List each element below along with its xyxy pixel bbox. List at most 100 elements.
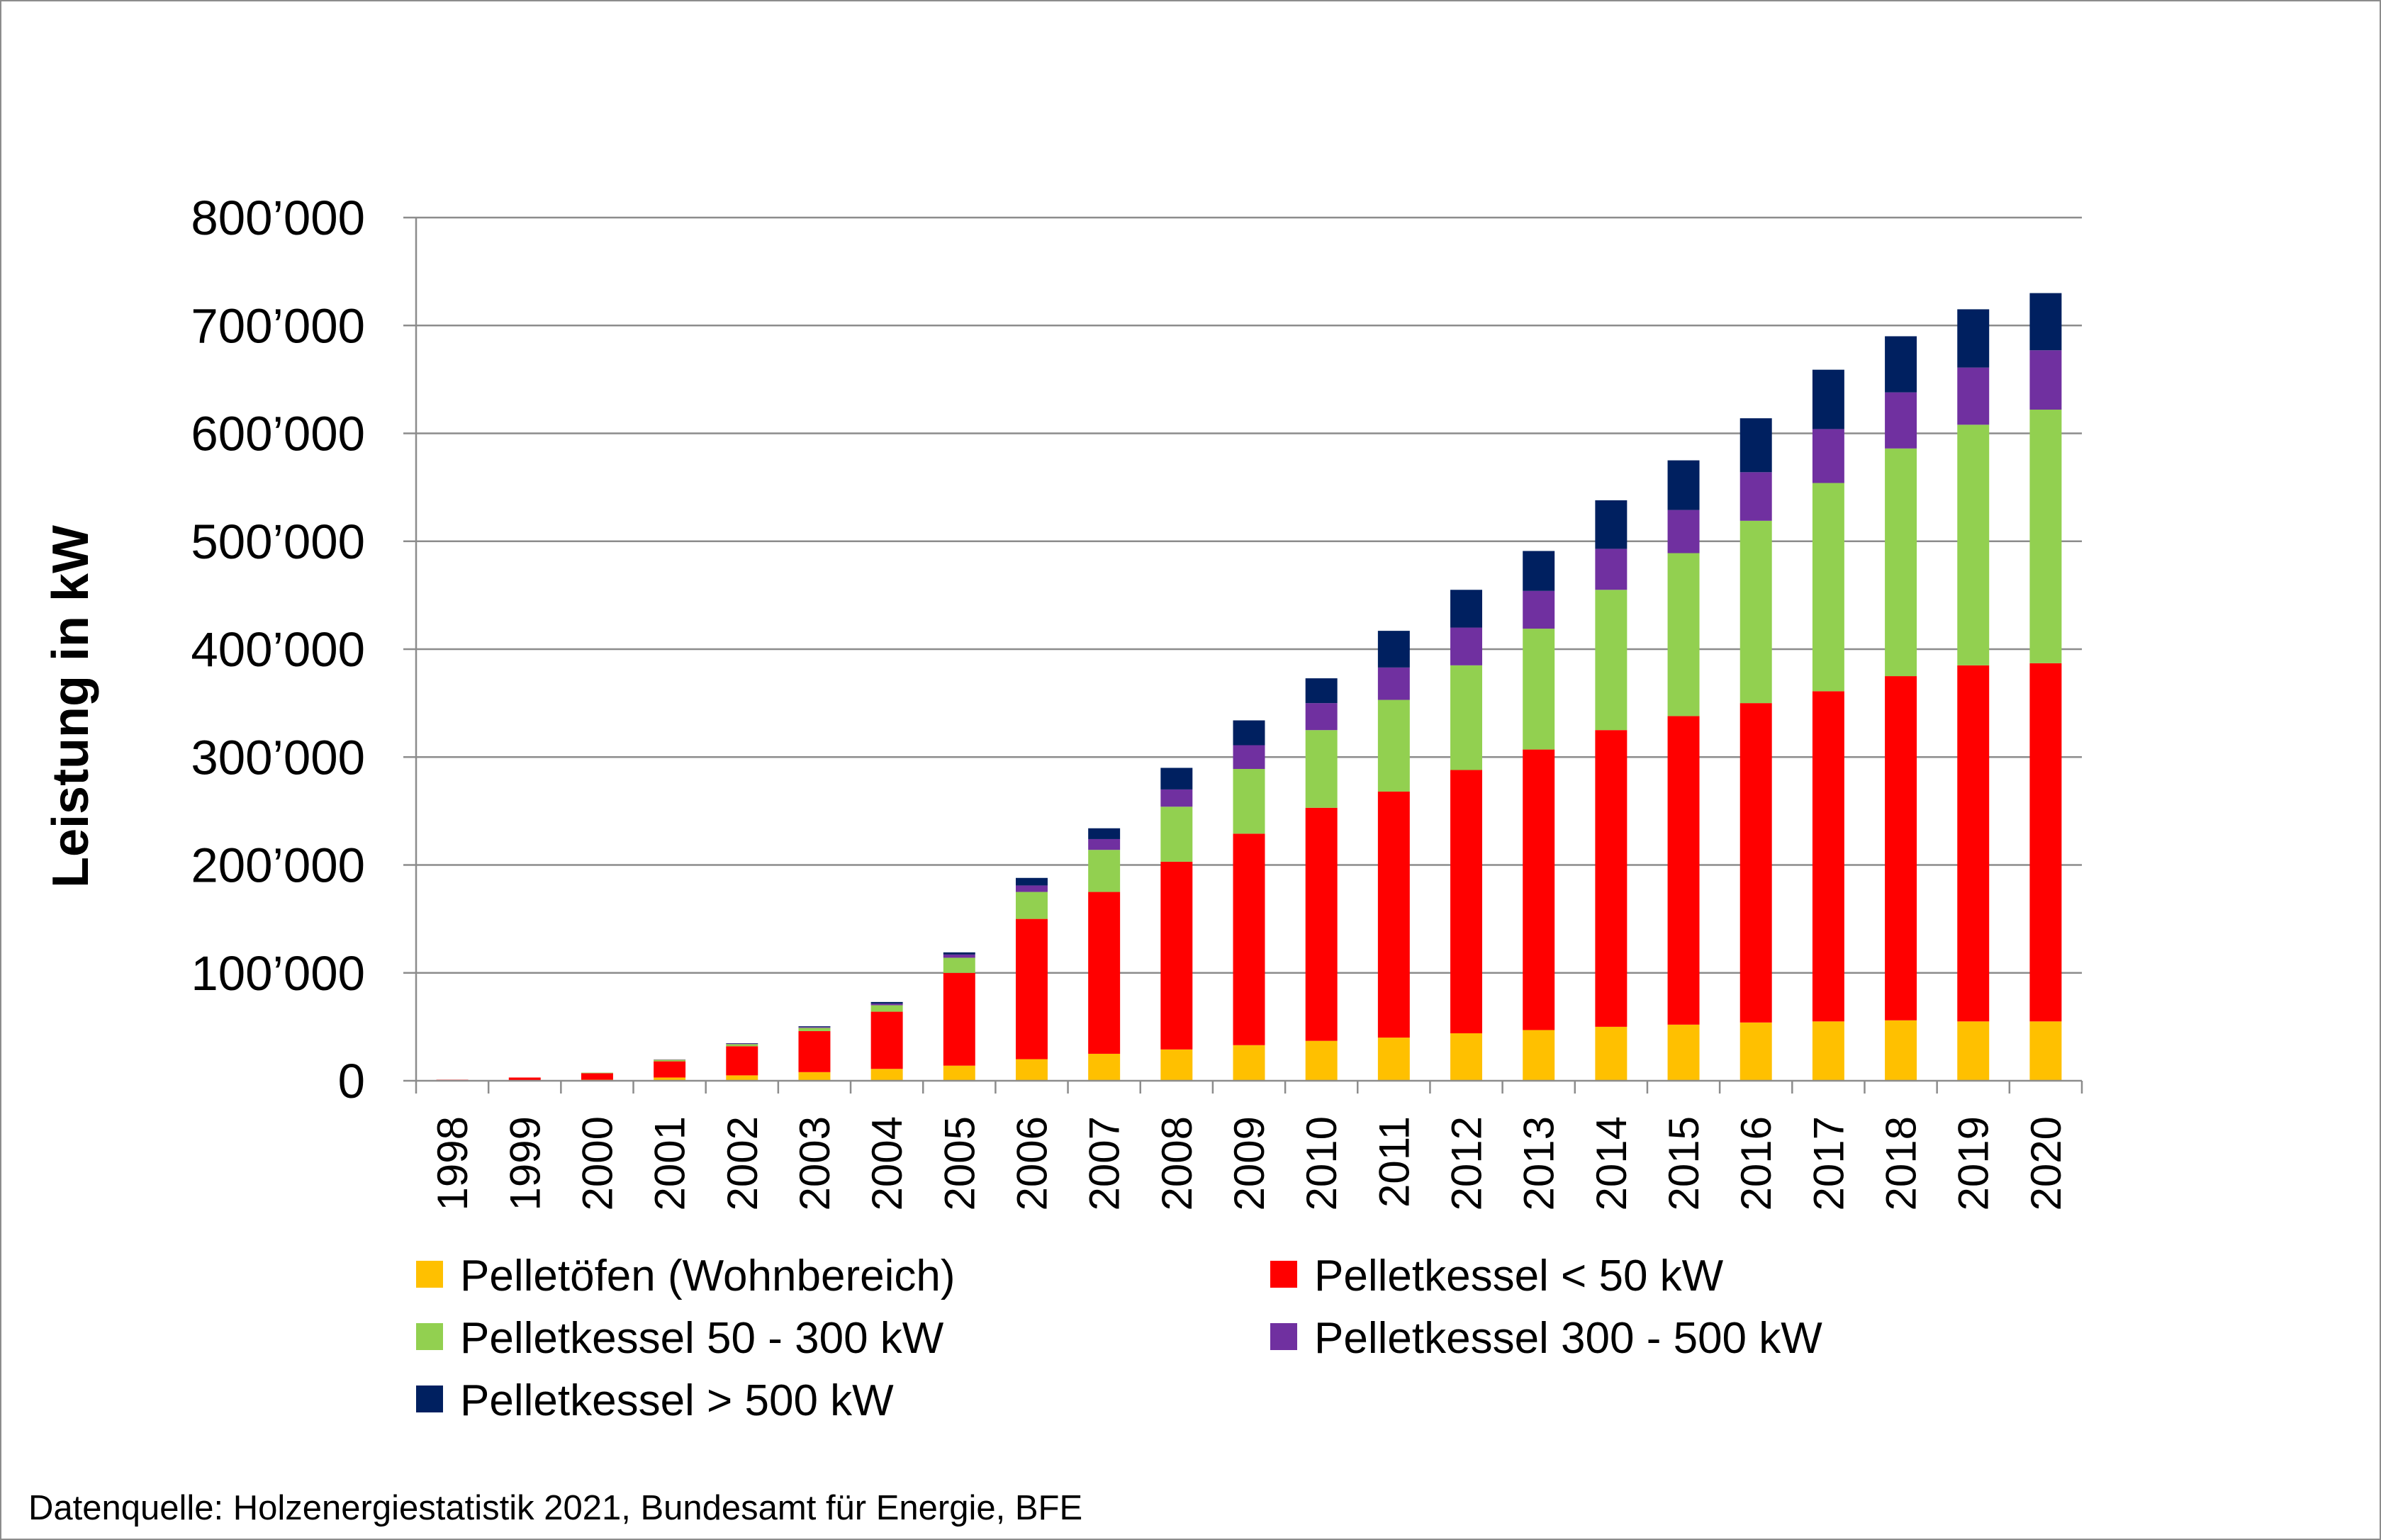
legend-label: Pelletkessel > 500 kW [460, 1376, 894, 1425]
bar-2020-series-1 [2029, 1021, 2062, 1081]
bar-2010-series-2 [1305, 807, 1338, 1041]
x-tick-label: 2009 [1226, 1116, 1273, 1210]
bar-2006-series-3 [1016, 892, 1048, 919]
bar-2020-series-2 [2029, 663, 2062, 1022]
bar-2014-series-2 [1595, 730, 1628, 1027]
x-tick-label: 2006 [1008, 1116, 1055, 1210]
bar-2017-series-4 [1812, 429, 1844, 483]
bar-2009-series-4 [1233, 745, 1265, 769]
x-tick-label: 2012 [1443, 1116, 1491, 1210]
bar-2010-series-5 [1305, 678, 1338, 704]
bar-2003-series-5 [798, 1026, 831, 1028]
bar-2012-series-5 [1450, 590, 1482, 628]
bar-2000-series-3 [581, 1072, 613, 1074]
bar-stack-2009 [1233, 720, 1265, 1081]
bar-stack-2008 [1160, 768, 1193, 1081]
x-tick-label: 2000 [573, 1116, 621, 1210]
bar-2016-series-1 [1739, 1022, 1772, 1081]
bar-stack-2012 [1450, 590, 1482, 1081]
bar-2004-series-4 [870, 1004, 903, 1006]
bar-2007-series-2 [1088, 892, 1121, 1054]
legend-swatch [1270, 1323, 1297, 1350]
bar-stack-2019 [1957, 309, 1990, 1081]
bar-stack-2002 [726, 1043, 758, 1081]
y-axis-label: Leistung in kW [43, 525, 99, 888]
y-tick-label: 600’000 [191, 407, 365, 461]
bar-stack-2011 [1377, 631, 1410, 1081]
bar-2018-series-2 [1885, 676, 1917, 1021]
y-tick-label: 500’000 [191, 515, 365, 569]
legend-label: Pelletkessel 300 - 500 kW [1314, 1314, 1822, 1363]
legend-swatch [1270, 1261, 1297, 1288]
bar-2003-series-4 [798, 1027, 831, 1028]
x-tick-label: 2002 [719, 1116, 766, 1210]
y-tick-label: 800’000 [191, 191, 365, 245]
legend-swatch [416, 1323, 443, 1350]
x-tick-label: 2001 [646, 1116, 694, 1210]
x-tick-label: 2014 [1588, 1116, 1635, 1210]
bar-2018-series-5 [1885, 336, 1917, 393]
bars [436, 293, 2062, 1081]
bar-2001-series-1 [654, 1077, 686, 1081]
y-tick-label: 100’000 [191, 946, 365, 1001]
bar-stack-2014 [1595, 500, 1628, 1081]
bar-2005-series-3 [943, 957, 975, 973]
bar-2015-series-1 [1667, 1024, 1700, 1081]
x-tick-label: 2016 [1732, 1116, 1780, 1210]
y-tick-label: 200’000 [191, 838, 365, 893]
bar-2011-series-2 [1377, 791, 1410, 1038]
bar-2013-series-1 [1523, 1030, 1555, 1081]
bar-2018-series-4 [1885, 392, 1917, 449]
bar-2004-series-3 [870, 1005, 903, 1012]
bar-2001-series-3 [654, 1060, 686, 1062]
bar-2004-series-1 [870, 1069, 903, 1081]
bar-2012-series-4 [1450, 627, 1482, 665]
bar-2010-series-1 [1305, 1040, 1338, 1081]
legend-label: Pelletkessel 50 - 300 kW [460, 1314, 944, 1363]
bar-2019-series-3 [1957, 425, 1990, 665]
legend-swatch [416, 1386, 443, 1412]
bar-2015-series-4 [1667, 510, 1700, 553]
bar-2015-series-2 [1667, 716, 1700, 1025]
x-tick-label: 2018 [1878, 1116, 1925, 1210]
bar-2017-series-5 [1812, 369, 1844, 429]
bar-2014-series-1 [1595, 1026, 1628, 1081]
bar-2011-series-4 [1377, 667, 1410, 700]
bar-2002-series-1 [726, 1075, 758, 1081]
legend-item: Pelletkessel 50 - 300 kW [416, 1314, 944, 1363]
bar-2010-series-3 [1305, 730, 1338, 808]
bar-2000-series-2 [581, 1073, 613, 1080]
bar-2002-series-3 [726, 1044, 758, 1047]
legend-swatch [416, 1261, 443, 1288]
bar-2014-series-5 [1595, 500, 1628, 549]
bar-2015-series-5 [1667, 460, 1700, 510]
bar-1999-series-2 [508, 1077, 541, 1081]
bar-2017-series-3 [1812, 483, 1844, 692]
bar-2007-series-4 [1088, 838, 1121, 850]
bar-2003-series-2 [798, 1030, 831, 1072]
bar-2011-series-5 [1377, 631, 1410, 668]
y-tick-label: 700’000 [191, 298, 365, 353]
bar-stack-2013 [1523, 551, 1555, 1081]
bar-2003-series-3 [798, 1028, 831, 1031]
bar-2016-series-2 [1739, 703, 1772, 1023]
x-tick-label: 2005 [936, 1116, 983, 1210]
bar-2005-series-5 [943, 952, 975, 955]
bar-2006-series-5 [1016, 877, 1048, 886]
bar-2020-series-5 [2029, 293, 2062, 351]
bar-2006-series-1 [1016, 1059, 1048, 1081]
bar-stack-2005 [943, 952, 975, 1081]
y-tick-label: 300’000 [191, 730, 365, 785]
bar-stack-2003 [798, 1026, 831, 1081]
bar-2005-series-4 [943, 954, 975, 958]
x-tick-label: 2020 [2022, 1116, 2070, 1210]
x-tick-label: 2003 [791, 1116, 839, 1210]
bar-2014-series-4 [1595, 549, 1628, 590]
legend-item: Pelletkessel 300 - 500 kW [1270, 1314, 1822, 1363]
bar-2018-series-1 [1885, 1020, 1917, 1081]
bar-stack-2006 [1016, 877, 1048, 1081]
bar-2011-series-3 [1377, 699, 1410, 792]
bar-2001-series-2 [654, 1061, 686, 1078]
bar-2003-series-1 [798, 1072, 831, 1081]
